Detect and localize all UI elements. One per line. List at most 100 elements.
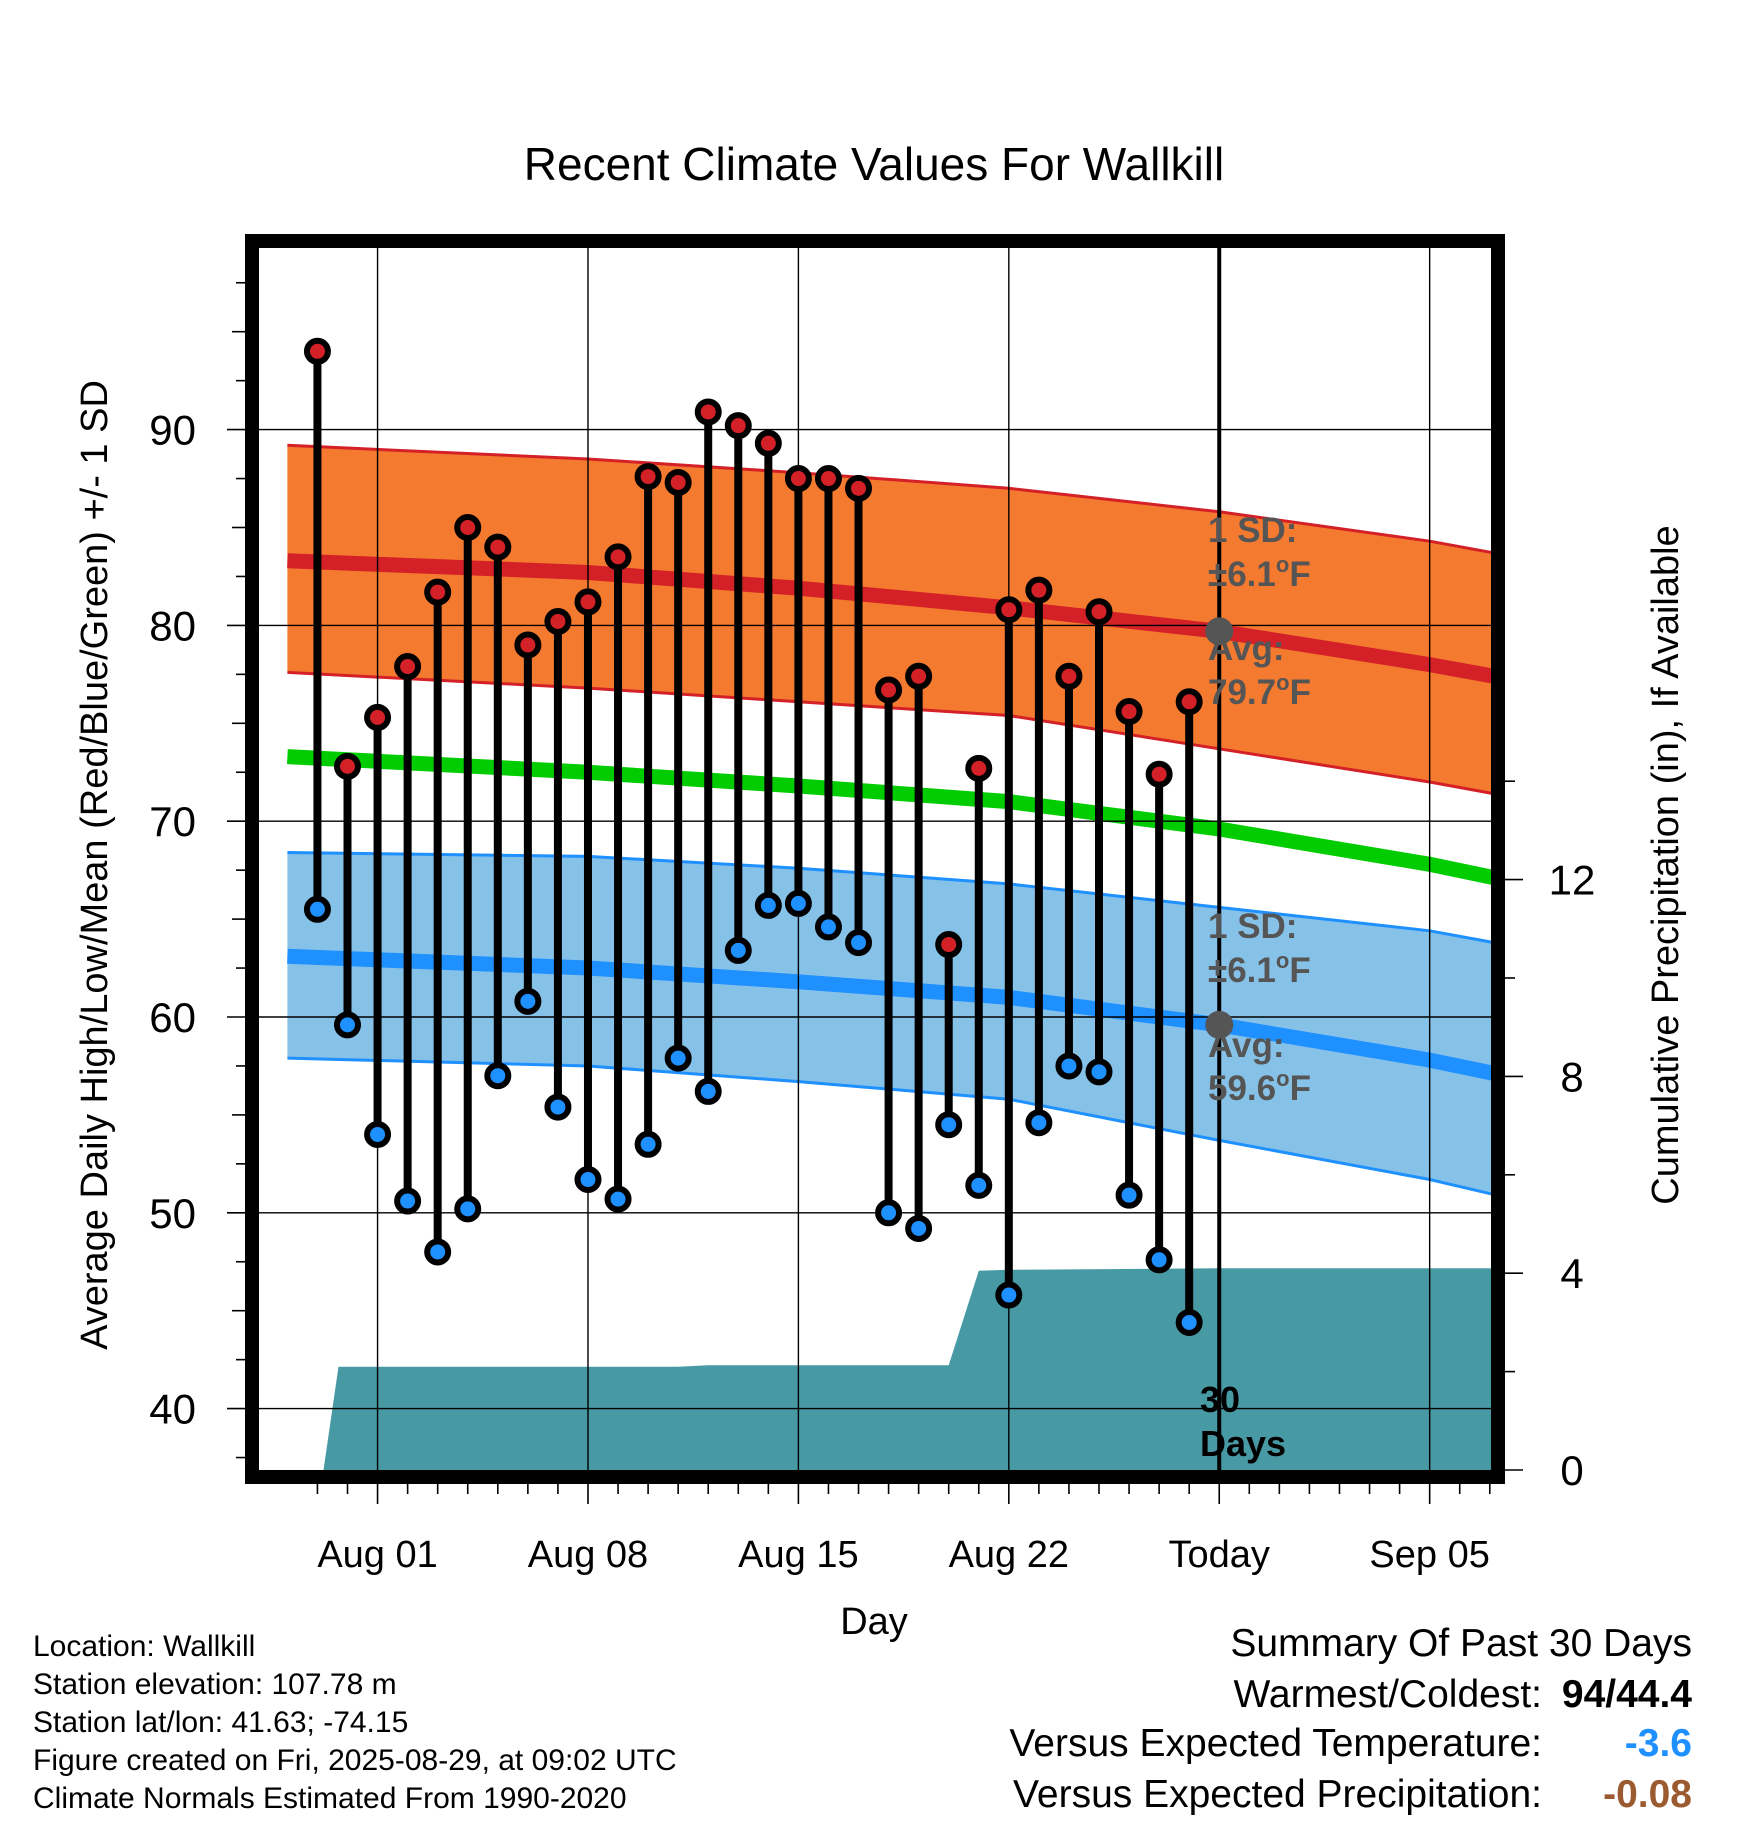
daily-high-point — [394, 653, 422, 681]
daily-low-point — [965, 1171, 993, 1199]
high-avg-label: Avg: — [1208, 629, 1284, 668]
daily-high-point — [905, 662, 933, 690]
daily-high-point — [364, 703, 392, 731]
daily-high-point — [784, 465, 812, 493]
daily-high-point — [424, 578, 452, 606]
y-tick-label: 40 — [149, 1386, 196, 1433]
low-avg-value: 59.6oF — [1208, 1066, 1311, 1108]
daily-high-point — [454, 514, 482, 541]
summary-temperature: Versus Expected Temperature: -3.6 — [1009, 1722, 1692, 1766]
precipitation-area — [323, 1268, 1491, 1470]
daily-high-point — [1055, 662, 1083, 690]
daily-low-point — [1115, 1181, 1143, 1209]
x-tick-label: Aug 15 — [738, 1534, 858, 1576]
summary-temp-value: -3.6 — [1624, 1722, 1692, 1765]
summary-warmest-coldest-value: 94/44.4 — [1561, 1673, 1692, 1716]
daily-low-point — [634, 1130, 662, 1158]
daily-high-point — [845, 474, 873, 502]
footer-created: Figure created on Fri, 2025-08-29, at 09… — [33, 1744, 677, 1777]
y-tick-label: 60 — [149, 994, 196, 1041]
daily-low-point — [814, 913, 842, 941]
y-tick-label: 80 — [149, 602, 196, 649]
summary-precip-value: -0.08 — [1603, 1773, 1692, 1816]
summary-precipitation: Versus Expected Precipitation: -0.08 — [1013, 1773, 1692, 1817]
daily-low-point — [724, 936, 752, 964]
daily-low-point — [544, 1093, 572, 1121]
daily-high-point — [875, 676, 903, 704]
x-tick-label: Sep 05 — [1369, 1534, 1489, 1576]
days-word: Days — [1200, 1423, 1286, 1464]
high-sd-label: 1 SD: — [1208, 511, 1297, 550]
daily-high-point — [935, 931, 963, 959]
daily-low-point — [514, 987, 542, 1015]
y2-axis-label: Cumulative Precipitation (in), If Availa… — [1645, 525, 1687, 1204]
daily-low-point — [784, 889, 812, 917]
x-axis-label: Day — [840, 1601, 908, 1643]
daily-low-point — [484, 1062, 512, 1090]
annotations-layer: 1 SD: ±6.1oF Avg: 79.7oF 1 SD: ±6.1oF Av… — [1200, 511, 1311, 1464]
y2-tick-label: 8 — [1560, 1053, 1583, 1100]
daily-high-point — [1145, 760, 1173, 788]
daily-high-point — [1175, 688, 1203, 716]
daily-low-point — [604, 1185, 632, 1213]
daily-low-point — [1025, 1109, 1053, 1137]
daily-low-point — [754, 891, 782, 919]
daily-high-point — [334, 752, 361, 780]
daily-low-point — [454, 1195, 482, 1223]
daily-low-point — [694, 1077, 722, 1105]
daily-high-point — [754, 429, 782, 457]
y2-tick-label: 0 — [1560, 1447, 1583, 1494]
daily-low-point — [905, 1214, 933, 1242]
x-tick-label: Aug 22 — [949, 1534, 1069, 1576]
daily-low-point — [875, 1199, 903, 1227]
footer-location: Location: Wallkill — [33, 1630, 256, 1663]
x-tick-label: Aug 08 — [528, 1534, 648, 1576]
summary-warmest-coldest: Warmest/Coldest: 94/44.4 — [1234, 1673, 1692, 1717]
daily-low-point — [1175, 1308, 1203, 1336]
high-avg-value: 79.7oF — [1208, 670, 1311, 712]
daily-low-point — [1145, 1246, 1173, 1274]
summary-warmest-coldest-label: Warmest/Coldest: — [1233, 1673, 1542, 1716]
low-avg-point — [1205, 1010, 1234, 1039]
summary-title: Summary Of Past 30 Days — [1230, 1622, 1692, 1665]
y2-tick-label: 12 — [1549, 857, 1596, 904]
daily-high-point — [995, 596, 1023, 624]
y2-tick-label: 4 — [1560, 1250, 1583, 1297]
daily-high-point — [814, 465, 842, 493]
daily-high-point — [1115, 698, 1143, 726]
x-tick-label: Today — [1169, 1534, 1270, 1576]
days-count: 30 — [1200, 1379, 1240, 1420]
daily-low-point — [364, 1120, 392, 1148]
daily-high-point — [544, 607, 572, 635]
plot-frame — [245, 234, 1505, 1484]
daily-low-point — [1085, 1058, 1113, 1086]
series-layer — [303, 248, 1234, 1470]
footer-latlon: Station lat/lon: 41.63; -74.15 — [33, 1706, 409, 1739]
x-tick-label: Aug 01 — [317, 1534, 437, 1576]
summary-precip-label: Versus Expected Precipitation: — [1013, 1773, 1542, 1816]
daily-high-point — [303, 337, 331, 365]
footer-elevation: Station elevation: 107.78 m — [33, 1668, 397, 1701]
daily-high-point — [664, 468, 692, 496]
low-avg-label: Avg: — [1208, 1026, 1284, 1065]
summary-temp-label: Versus Expected Temperature: — [1009, 1722, 1542, 1765]
daily-low-point — [995, 1281, 1023, 1309]
low-sd-label: 1 SD: — [1208, 907, 1297, 946]
daily-low-point — [1055, 1052, 1083, 1080]
chart-title: Recent Climate Values For Wallkill — [524, 138, 1224, 190]
daily-low-point — [334, 1011, 361, 1039]
daily-low-point — [574, 1166, 602, 1194]
daily-low-point — [935, 1111, 963, 1139]
daily-high-point — [1085, 598, 1113, 626]
daily-low-point — [303, 895, 331, 923]
daily-high-point — [724, 412, 752, 440]
daily-high-point — [484, 533, 512, 561]
footer-normals: Climate Normals Estimated From 1990-2020 — [33, 1782, 627, 1815]
daily-high-point — [694, 398, 722, 426]
daily-low-point — [845, 929, 873, 957]
high-sd-value: ±6.1oF — [1208, 552, 1311, 594]
high-avg-point — [1205, 617, 1234, 646]
y-tick-label: 90 — [149, 407, 196, 454]
daily-high-point — [965, 754, 993, 782]
